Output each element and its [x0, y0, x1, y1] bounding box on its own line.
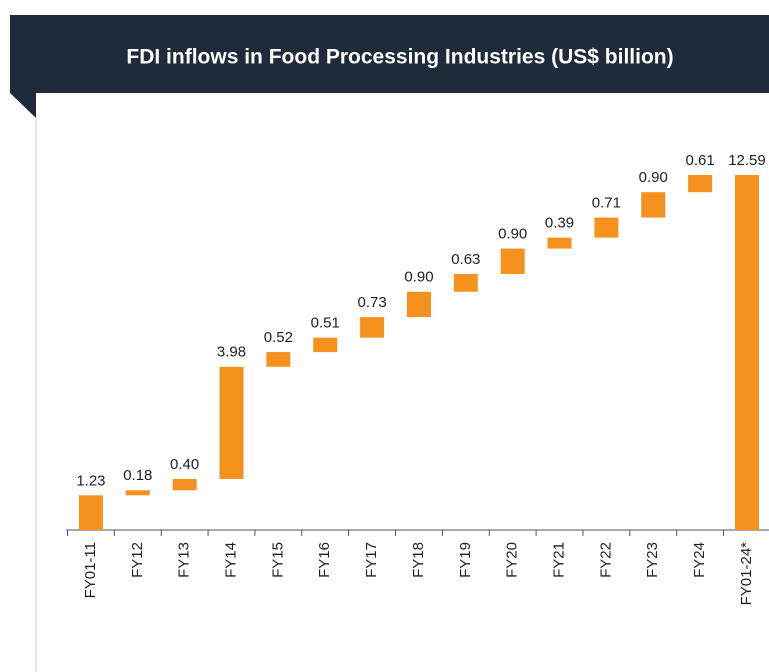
x-tick-label: FY01-11	[82, 542, 99, 598]
data-label: 0.90	[404, 269, 433, 286]
data-label: 0.52	[264, 329, 293, 346]
x-tick-label: FY22	[597, 542, 614, 578]
data-label: 0.18	[123, 467, 152, 484]
bar	[547, 237, 572, 249]
data-label: 0.63	[451, 251, 480, 268]
bar	[641, 192, 666, 218]
x-tick-label: FY14	[222, 542, 239, 578]
bar	[594, 217, 619, 238]
x-tick-label: FY15	[269, 542, 286, 578]
bar	[172, 478, 197, 491]
bar	[406, 291, 431, 318]
bar	[360, 317, 385, 338]
data-label: 3.98	[217, 344, 246, 361]
data-label: 0.51	[311, 315, 340, 332]
header-fold	[10, 93, 36, 118]
x-tick-label: FY12	[129, 542, 146, 578]
header-bar	[10, 15, 769, 93]
x-tick-label: FY19	[457, 542, 474, 578]
bar	[125, 490, 150, 496]
data-label: 1.23	[76, 472, 105, 489]
data-label: 12.59	[728, 152, 766, 169]
x-tick-label: FY23	[644, 542, 661, 578]
bar	[453, 273, 478, 292]
bar	[266, 352, 291, 367]
x-tick-label: FY17	[363, 542, 380, 578]
bar	[688, 175, 713, 193]
x-tick-label: FY18	[410, 542, 427, 578]
x-tick-label: FY21	[550, 542, 567, 578]
x-tick-label: FY01-24*	[738, 542, 755, 606]
data-label: 0.90	[639, 169, 668, 186]
data-label: 0.40	[170, 456, 199, 473]
data-label: 0.39	[545, 215, 574, 232]
bar	[78, 495, 103, 530]
data-label: 0.61	[686, 152, 715, 169]
bar	[313, 337, 338, 353]
x-tick-label: FY20	[504, 542, 521, 578]
x-tick-label: FY16	[316, 542, 333, 578]
data-label: 0.73	[357, 294, 386, 311]
data-label: 0.90	[498, 226, 527, 243]
bar	[219, 366, 244, 479]
bar	[734, 175, 759, 530]
bar	[500, 248, 525, 274]
x-tick-label: FY13	[176, 542, 193, 578]
data-label: 0.71	[592, 195, 621, 212]
chart-title: FDI inflows in Food Processing Industrie…	[126, 46, 673, 69]
x-tick-label: FY24	[691, 542, 708, 578]
